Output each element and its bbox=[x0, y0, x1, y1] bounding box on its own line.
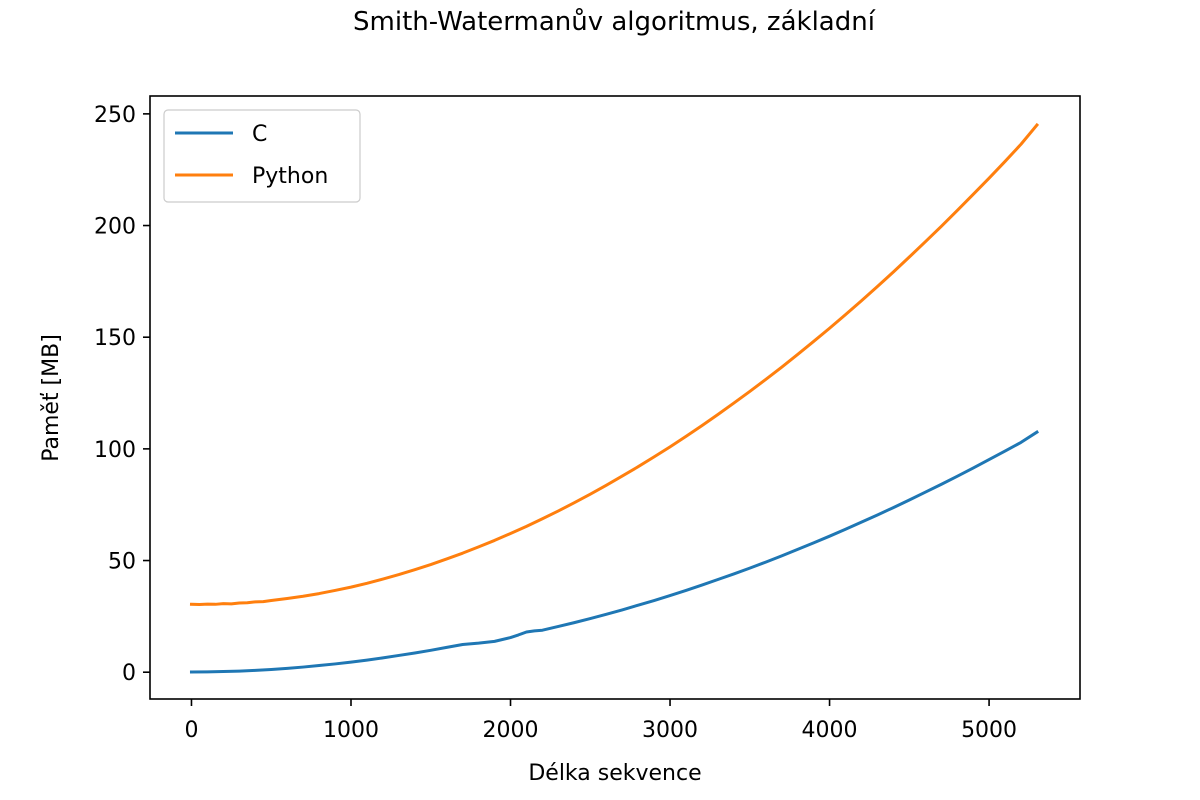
y-tick-label: 250 bbox=[94, 103, 136, 128]
series-line-python bbox=[189, 122, 1040, 607]
plot-frame bbox=[149, 95, 1081, 700]
legend-label-python: Python bbox=[252, 164, 328, 189]
y-tick-label: 0 bbox=[122, 661, 136, 686]
y-axis-label: Paměť [MB] bbox=[39, 334, 64, 462]
chart-title: Smith-Watermanův algoritmus, základní bbox=[353, 7, 876, 37]
x-axis-label: Délka sekvence bbox=[528, 761, 701, 786]
x-tick-label: 0 bbox=[184, 718, 198, 743]
y-tick-label: 100 bbox=[94, 438, 136, 463]
x-tick-label: 2000 bbox=[483, 718, 539, 743]
legend: C Python bbox=[163, 109, 361, 203]
ticks: 0 1000 2000 3000 4000 5000 0 50 100 150 200 250 bbox=[94, 103, 1017, 743]
x-tick-label: 3000 bbox=[642, 718, 698, 743]
y-tick-label: 50 bbox=[108, 550, 136, 575]
x-tick-label: 4000 bbox=[802, 718, 858, 743]
series-layer bbox=[189, 122, 1040, 674]
y-tick-label: 200 bbox=[94, 215, 136, 240]
series-line-c bbox=[189, 430, 1040, 674]
x-tick-label: 1000 bbox=[323, 718, 379, 743]
x-tick-label: 5000 bbox=[961, 718, 1017, 743]
legend-label-c: C bbox=[252, 122, 267, 147]
y-tick-label: 150 bbox=[94, 326, 136, 351]
